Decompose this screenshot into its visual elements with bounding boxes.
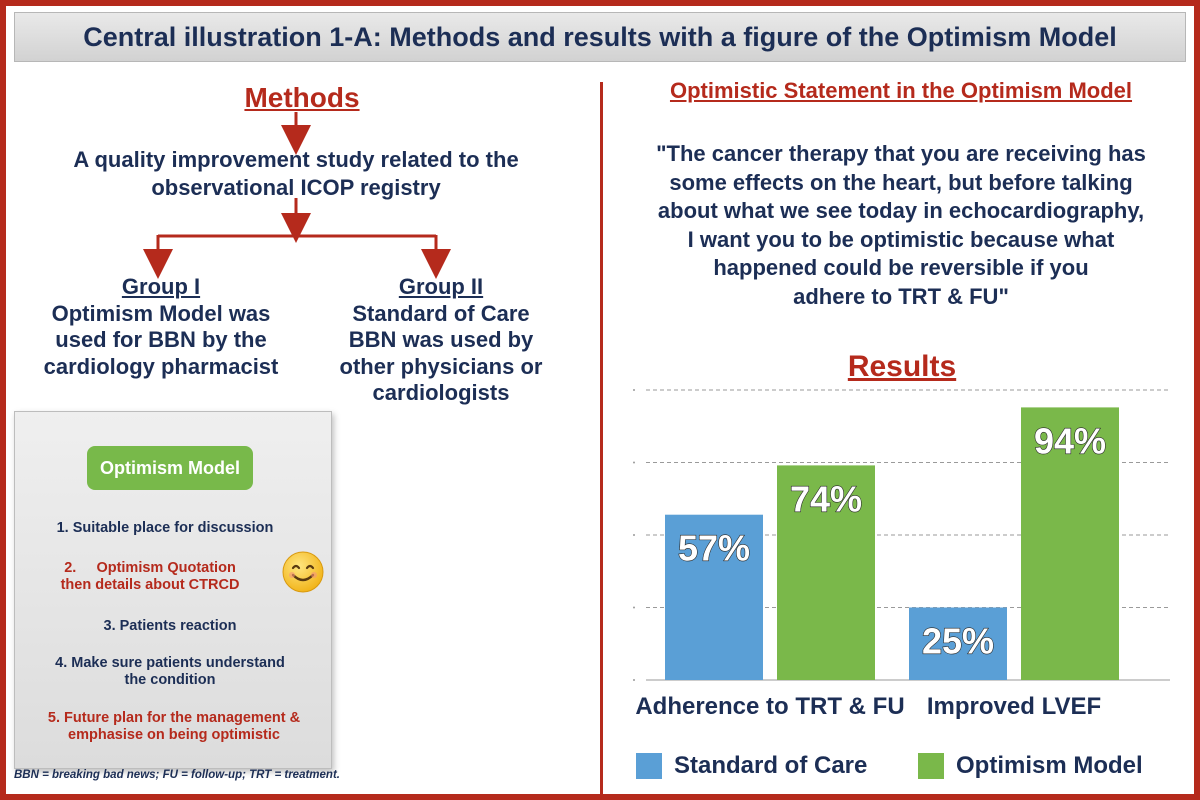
group-2-line-2: BBN was used by bbox=[348, 327, 534, 352]
legend-standard-label: Standard of Care bbox=[674, 752, 868, 779]
results-bar-chart: 57% 74% Adherence to TRT & FU 25% 94% Improve… bbox=[633, 389, 1170, 720]
legend-standard-swatch bbox=[636, 753, 662, 779]
quote-line-2: some effects on the heart, but before ta… bbox=[669, 169, 1133, 195]
bar-data-label: 57% bbox=[678, 528, 750, 569]
smiley-face-icon bbox=[282, 551, 324, 593]
methods-flow-arrows bbox=[143, 112, 451, 279]
quote-line-5: happened could be reversible if you bbox=[713, 255, 1089, 280]
category-label: Improved LVEF bbox=[927, 693, 1101, 720]
step-1: 1. Suitable place for discussion bbox=[56, 520, 274, 536]
step-2-line-2: then details about CTRCD bbox=[60, 577, 240, 593]
step-5: 5. Future plan for the management & emph… bbox=[15, 710, 333, 744]
optimism-model-badge: Optimism Model bbox=[87, 446, 253, 490]
page-title: Central illustration 1-A: Methods and re… bbox=[83, 21, 1117, 52]
step-5-line-2: emphasise on being optimistic bbox=[68, 727, 280, 743]
step-4: 4. Make sure patients understand the con… bbox=[15, 655, 325, 689]
group-2-line-1: Standard of Care bbox=[352, 300, 530, 326]
study-description: A quality improvement study related to t… bbox=[26, 146, 566, 202]
quote-line-3: about what we see today in echocardiogra… bbox=[657, 198, 1145, 223]
step-4-line-1: 4. Make sure patients understand bbox=[55, 655, 285, 671]
bar-data-label: 25% bbox=[922, 621, 994, 662]
y-tick bbox=[633, 534, 635, 536]
step-4-line-2: the condition bbox=[124, 672, 216, 688]
y-tick bbox=[633, 389, 635, 391]
group-2-line-4: cardiologists bbox=[372, 380, 510, 405]
bar-optimism-1 bbox=[1021, 407, 1119, 680]
title-bar: Central illustration 1-A: Methods and re… bbox=[14, 12, 1186, 62]
quote-line-6: adhere to TRT & FU" bbox=[793, 283, 1009, 309]
group-1-line-1: Optimism Model was bbox=[51, 300, 271, 326]
bar-standard-0 bbox=[665, 514, 763, 680]
legend-optimism-swatch bbox=[918, 753, 944, 779]
step-3: 3. Patients reaction bbox=[103, 618, 237, 634]
group-2: Group II Standard of Care BBN was used b… bbox=[326, 274, 556, 407]
group-2-title: Group II bbox=[398, 274, 484, 299]
results-heading: Results bbox=[847, 350, 957, 383]
bar-optimism-0 bbox=[777, 465, 875, 680]
study-line-2: observational ICOP registry bbox=[151, 175, 441, 200]
group-1-title: Group I bbox=[121, 274, 201, 299]
group-1-line-2: used for BBN by the bbox=[55, 327, 267, 352]
step-2: 2. Optimism Quotation then details about… bbox=[15, 560, 285, 594]
y-tick bbox=[633, 606, 635, 609]
bar-data-label: 74% bbox=[790, 478, 862, 519]
methods-heading: Methods bbox=[244, 82, 360, 113]
study-line-1: A quality improvement study related to t… bbox=[73, 147, 519, 172]
group-2-line-3: other physicians or bbox=[339, 353, 543, 379]
bar-data-label: 94% bbox=[1034, 420, 1106, 461]
category-label: Adherence to TRT & FU bbox=[635, 693, 904, 720]
optimistic-statement-quote: "The cancer therapy that you are receivi… bbox=[616, 140, 1186, 311]
statement-heading: Optimistic Statement in the Optimism Mod… bbox=[669, 78, 1133, 103]
step-2-line-1: 2. Optimism Quotation bbox=[64, 560, 236, 576]
legend-optimism-label: Optimism Model bbox=[956, 752, 1143, 779]
group-1: Group I Optimism Model was used for BBN … bbox=[16, 274, 306, 380]
bar-standard-1 bbox=[909, 607, 1007, 680]
vertical-divider bbox=[600, 82, 603, 794]
group-1-line-3: cardiology pharmacist bbox=[43, 353, 279, 379]
footnote: BBN = breaking bad news; FU = follow-up;… bbox=[14, 769, 340, 781]
quote-line-4: I want you to be optimistic because what bbox=[687, 226, 1115, 252]
step-5-line-1: 5. Future plan for the management & bbox=[47, 710, 301, 726]
quote-line-1: "The cancer therapy that you are receivi… bbox=[656, 141, 1146, 166]
illustration-frame: Central illustration 1-A: Methods and re… bbox=[6, 6, 1194, 794]
optimism-model-panel: Optimism Model 1. Suitable place for dis… bbox=[14, 411, 332, 769]
y-tick bbox=[633, 461, 635, 464]
y-tick bbox=[633, 679, 635, 681]
